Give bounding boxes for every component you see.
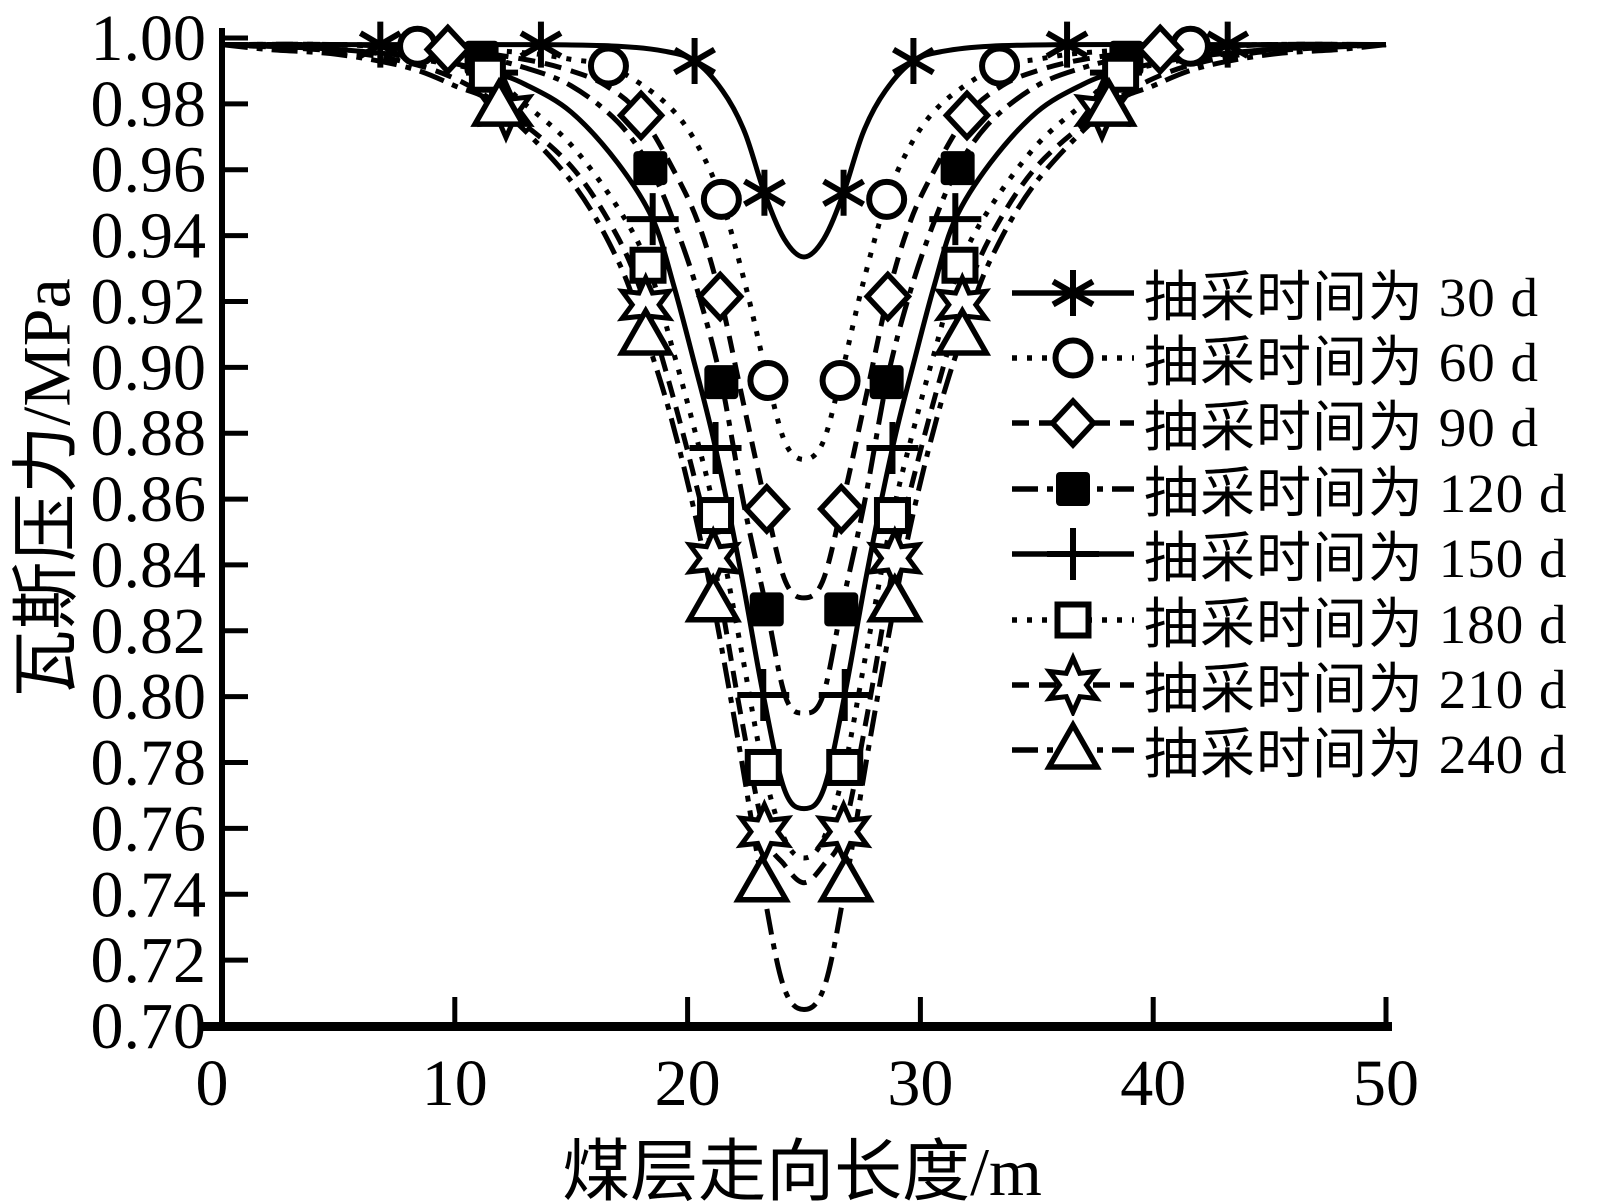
x-tick-label: 20 <box>655 1047 721 1120</box>
axes: 0.700.720.740.760.780.800.820.840.860.88… <box>91 2 1420 1120</box>
legend-sample-line <box>1012 269 1134 316</box>
legend-label: 抽采时间为 30 d <box>1144 266 1540 328</box>
x-tick-label: 30 <box>887 1047 953 1120</box>
series-curves <box>221 41 1387 1013</box>
square-filled-icon <box>1056 471 1090 506</box>
y-tick-label: 0.78 <box>91 727 207 800</box>
legend-sample-line <box>1012 652 1134 717</box>
legend-item-60d: 抽采时间为 60 d <box>1010 324 1568 393</box>
y-tick-label: 0.70 <box>91 990 207 1063</box>
x-tick-label: 0 <box>196 1047 229 1120</box>
triangle-icon <box>1044 719 1102 771</box>
y-tick-label: 0.72 <box>91 924 207 997</box>
x-tick-label: 40 <box>1120 1047 1186 1120</box>
legend-item-30d: 抽采时间为 30 d <box>1010 259 1568 328</box>
series-curve-3 <box>221 41 1387 601</box>
asterisk-icon <box>1051 269 1095 316</box>
y-tick-label: 0.98 <box>91 68 207 141</box>
plus-icon <box>1047 528 1099 581</box>
legend-label: 抽采时间为 120 d <box>1144 462 1568 524</box>
legend-item-180d: 抽采时间为 180 d <box>1010 586 1568 655</box>
y-tick-label: 0.88 <box>91 397 207 470</box>
diamond-icon <box>1048 397 1098 450</box>
legend-sample-line <box>1012 528 1134 581</box>
y-tick-label: 0.86 <box>91 463 207 536</box>
legend-label: 抽采时间为 180 d <box>1144 593 1568 655</box>
y-tick-label: 0.80 <box>91 661 207 734</box>
series-curve-1 <box>222 41 1386 260</box>
series-curve-2 <box>221 41 1387 463</box>
square-open-icon <box>1054 601 1092 639</box>
x-axis-title: 煤层走向长度/m <box>562 1134 1042 1201</box>
legend-label: 抽采时间为 60 d <box>1144 332 1540 394</box>
y-tick-label: 0.84 <box>91 529 207 602</box>
series-markers <box>358 21 1250 903</box>
legend-sample-line <box>1012 601 1134 639</box>
legend-item-120d: 抽采时间为 120 d <box>1010 455 1568 524</box>
legend-item-240d: 抽采时间为 240 d <box>1010 717 1568 785</box>
y-tick-label: 0.92 <box>91 265 207 338</box>
legend-item-150d: 抽采时间为 150 d <box>1010 521 1568 589</box>
y-tick-label: 0.94 <box>91 200 207 273</box>
y-tick-label: 0.74 <box>91 858 207 931</box>
legend-label: 抽采时间为 210 d <box>1144 659 1568 721</box>
x-tick-label: 50 <box>1353 1047 1419 1120</box>
y-tick-label: 0.96 <box>91 134 207 207</box>
legend-item-90d: 抽采时间为 90 d <box>1010 390 1568 458</box>
legend: 抽采时间为 30 d 抽采时间为 60 d 抽采时间为 90 d 抽采时间为 1… <box>1010 259 1568 785</box>
y-tick-label: 0.90 <box>91 331 207 404</box>
circle-icon <box>1052 337 1094 379</box>
legend-sample-line <box>1012 471 1134 506</box>
legend-label: 抽采时间为 150 d <box>1144 528 1568 590</box>
y-tick-label: 0.82 <box>91 595 207 668</box>
series-curve-6 <box>221 42 1387 861</box>
legend-label: 抽采时间为 90 d <box>1144 397 1540 459</box>
y-axis-title: 瓦斯压力/MPa <box>8 278 85 698</box>
x-tick-label: 10 <box>422 1047 488 1120</box>
legend-label: 抽采时间为 240 d <box>1144 724 1568 786</box>
series-curve-5 <box>221 42 1387 812</box>
star6-icon <box>1044 652 1102 717</box>
legend-sample-line <box>1012 719 1134 771</box>
y-tick-label: 1.00 <box>91 2 207 75</box>
legend-item-210d: 抽采时间为 210 d <box>1010 651 1568 720</box>
series-curve-7 <box>221 42 1387 886</box>
y-tick-label: 0.76 <box>91 792 207 865</box>
series-curve-8 <box>221 42 1387 1013</box>
legend-sample-line <box>1012 397 1134 450</box>
legend-sample-line <box>1012 337 1134 379</box>
